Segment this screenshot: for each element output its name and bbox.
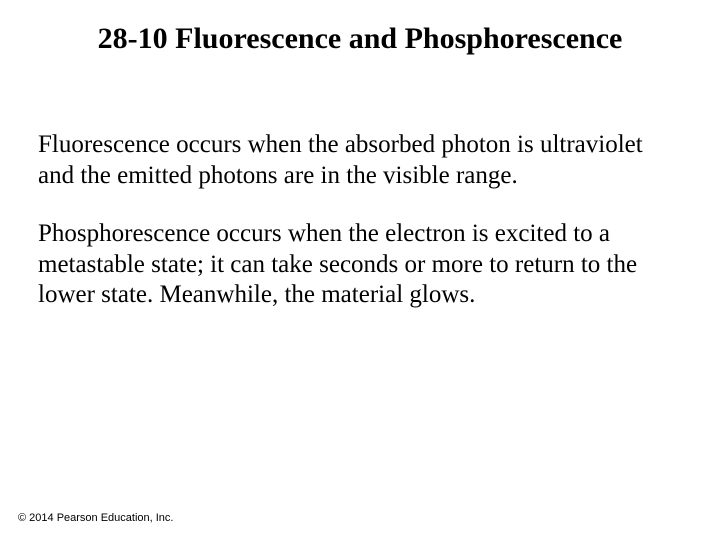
paragraph-phosphorescence: Phosphorescence occurs when the electron… <box>38 219 678 311</box>
paragraph-fluorescence: Fluorescence occurs when the absorbed ph… <box>38 130 678 191</box>
slide-body: Fluorescence occurs when the absorbed ph… <box>38 130 678 339</box>
slide-title: 28-10 Fluorescence and Phosphorescence <box>0 22 720 56</box>
slide: 28-10 Fluorescence and Phosphorescence F… <box>0 0 720 540</box>
copyright-notice: © 2014 Pearson Education, Inc. <box>18 512 173 524</box>
